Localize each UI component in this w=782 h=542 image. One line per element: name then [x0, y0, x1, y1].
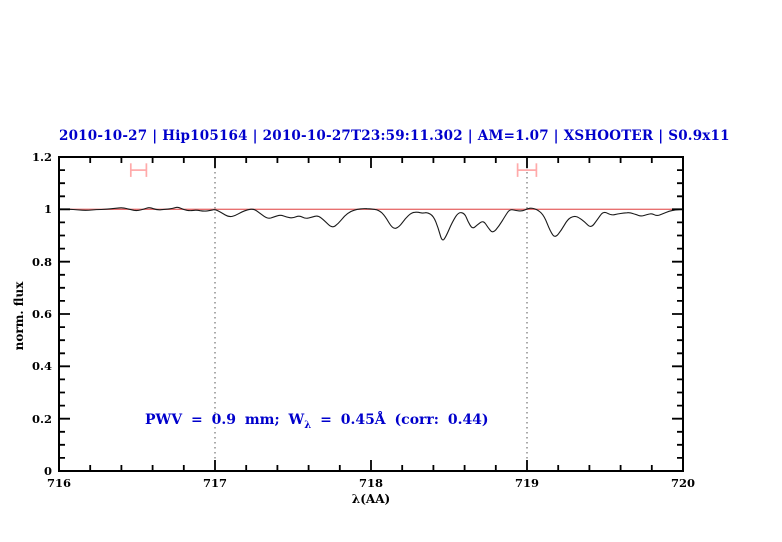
- y-tick-label: 0.6: [31, 307, 52, 321]
- x-tick-label: 718: [358, 476, 383, 490]
- x-tick-label: 719: [514, 476, 539, 490]
- telluric-band-marker: [129, 163, 148, 177]
- x-tick-label: 716: [46, 476, 71, 490]
- y-tick-label: 0.8: [31, 254, 52, 269]
- pwv-annotation-suffix: = 0.45Å (corr: 0.44): [311, 412, 489, 428]
- axes-box: [58, 156, 684, 472]
- x-tick-label: 717: [202, 476, 227, 490]
- pwv-annotation: PWV = 0.9 mm; Wλ = 0.45Å (corr: 0.44): [145, 412, 489, 431]
- y-tick-label: 1.2: [31, 150, 52, 164]
- pwv-annotation-prefix: PWV = 0.9 mm; W: [145, 412, 305, 428]
- pwv-annotation-subscript: λ: [304, 419, 312, 431]
- x-tick-label: 720: [670, 476, 695, 490]
- telluric-band-marker: [516, 163, 538, 177]
- y-tick-label: 0.4: [31, 359, 52, 374]
- plot-title: 2010-10-27 | Hip105164 | 2010-10-27T23:5…: [59, 128, 730, 144]
- y-tick-label: 0: [43, 464, 52, 478]
- x-axis-label: λ(AA): [351, 492, 391, 506]
- spectrum-line: [58, 206, 684, 241]
- y-tick-label: 1: [43, 202, 52, 217]
- y-tick-label: 0.2: [31, 411, 52, 426]
